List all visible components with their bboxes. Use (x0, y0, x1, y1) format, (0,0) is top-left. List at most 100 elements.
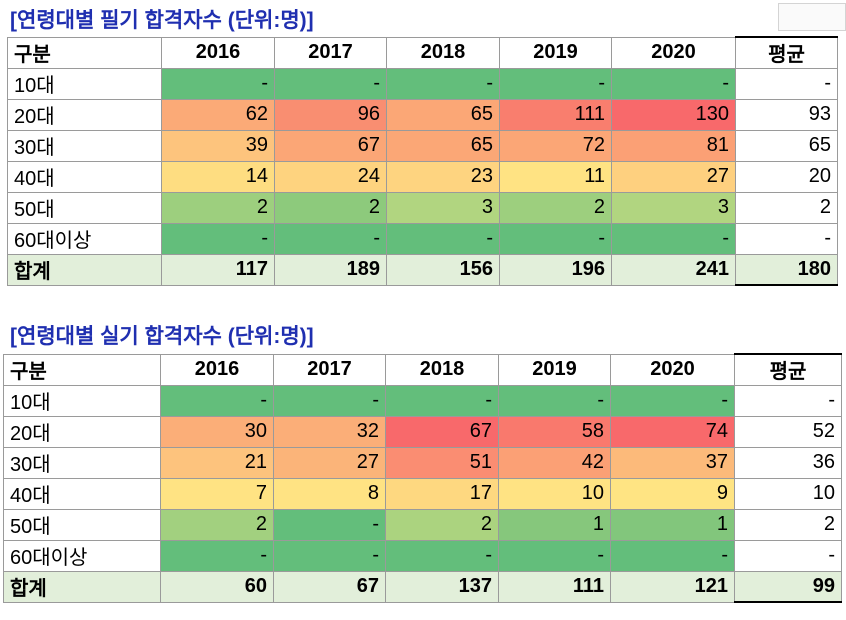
age-group-cell[interactable]: 20대 (3, 415, 161, 448)
header-category-cell[interactable]: 구분 (3, 353, 161, 386)
value-cell[interactable]: - (610, 539, 735, 572)
age-group-cell[interactable]: 10대 (3, 384, 161, 417)
header-year-cell[interactable]: 2019 (499, 36, 612, 69)
value-cell[interactable]: 42 (498, 446, 611, 479)
header-year-cell[interactable]: 2020 (611, 36, 736, 69)
header-year-cell[interactable]: 2019 (498, 353, 611, 386)
average-cell[interactable]: 2 (735, 191, 838, 224)
total-value-cell[interactable]: 121 (610, 570, 735, 603)
value-cell[interactable]: - (386, 67, 500, 100)
total-value-cell[interactable]: 189 (274, 253, 387, 286)
age-group-cell[interactable]: 60대이상 (3, 539, 161, 572)
total-value-cell[interactable]: 117 (161, 253, 275, 286)
value-cell[interactable]: 3 (611, 191, 736, 224)
header-year-cell[interactable]: 2020 (610, 353, 735, 386)
value-cell[interactable]: 51 (385, 446, 499, 479)
age-group-cell[interactable]: 50대 (7, 191, 162, 224)
value-cell[interactable]: 58 (498, 415, 611, 448)
age-group-cell[interactable]: 50대 (3, 508, 161, 541)
header-year-cell[interactable]: 2016 (160, 353, 274, 386)
header-year-cell[interactable]: 2018 (386, 36, 500, 69)
value-cell[interactable]: 17 (385, 477, 499, 510)
value-cell[interactable]: 2 (274, 191, 387, 224)
header-year-cell[interactable]: 2018 (385, 353, 499, 386)
value-cell[interactable]: 1 (498, 508, 611, 541)
average-cell[interactable]: - (735, 222, 838, 255)
age-group-cell[interactable]: 60대이상 (7, 222, 162, 255)
average-cell[interactable]: - (734, 384, 842, 417)
value-cell[interactable]: - (610, 384, 735, 417)
age-group-cell[interactable]: 20대 (7, 98, 162, 131)
average-cell[interactable]: 36 (734, 446, 842, 479)
header-average-cell[interactable]: 평균 (735, 36, 838, 69)
value-cell[interactable]: 62 (161, 98, 275, 131)
value-cell[interactable]: - (274, 67, 387, 100)
value-cell[interactable]: 67 (274, 129, 387, 162)
value-cell[interactable]: 11 (499, 160, 612, 193)
value-cell[interactable]: - (161, 67, 275, 100)
header-year-cell[interactable]: 2017 (273, 353, 386, 386)
value-cell[interactable]: 74 (610, 415, 735, 448)
value-cell[interactable]: - (385, 539, 499, 572)
value-cell[interactable]: 111 (499, 98, 612, 131)
value-cell[interactable]: - (273, 384, 386, 417)
total-average-cell[interactable]: 180 (735, 253, 838, 286)
value-cell[interactable]: 2 (161, 191, 275, 224)
age-group-cell[interactable]: 30대 (7, 129, 162, 162)
total-value-cell[interactable]: 156 (386, 253, 500, 286)
value-cell[interactable]: 39 (161, 129, 275, 162)
value-cell[interactable]: - (160, 384, 274, 417)
value-cell[interactable]: 3 (386, 191, 500, 224)
value-cell[interactable]: - (499, 222, 612, 255)
value-cell[interactable]: - (386, 222, 500, 255)
header-category-cell[interactable]: 구분 (7, 36, 162, 69)
value-cell[interactable]: 2 (160, 508, 274, 541)
value-cell[interactable]: 7 (160, 477, 274, 510)
age-group-cell[interactable]: 10대 (7, 67, 162, 100)
total-value-cell[interactable]: 60 (160, 570, 274, 603)
value-cell[interactable]: 8 (273, 477, 386, 510)
value-cell[interactable]: - (611, 222, 736, 255)
total-average-cell[interactable]: 99 (734, 570, 842, 603)
header-year-cell[interactable]: 2017 (274, 36, 387, 69)
total-value-cell[interactable]: 67 (273, 570, 386, 603)
header-year-cell[interactable]: 2016 (161, 36, 275, 69)
value-cell[interactable]: 72 (499, 129, 612, 162)
value-cell[interactable]: 27 (611, 160, 736, 193)
total-value-cell[interactable]: 111 (498, 570, 611, 603)
total-label-cell[interactable]: 합계 (7, 253, 162, 286)
total-value-cell[interactable]: 241 (611, 253, 736, 286)
average-cell[interactable]: 2 (734, 508, 842, 541)
value-cell[interactable]: 37 (610, 446, 735, 479)
value-cell[interactable]: 9 (610, 477, 735, 510)
value-cell[interactable]: 65 (386, 129, 500, 162)
value-cell[interactable]: 2 (499, 191, 612, 224)
value-cell[interactable]: 24 (274, 160, 387, 193)
value-cell[interactable]: 130 (611, 98, 736, 131)
value-cell[interactable]: - (160, 539, 274, 572)
value-cell[interactable]: - (499, 67, 612, 100)
value-cell[interactable]: - (385, 384, 499, 417)
value-cell[interactable]: - (498, 539, 611, 572)
total-value-cell[interactable]: 137 (385, 570, 499, 603)
average-cell[interactable]: 93 (735, 98, 838, 131)
value-cell[interactable]: 96 (274, 98, 387, 131)
average-cell[interactable]: 20 (735, 160, 838, 193)
age-group-cell[interactable]: 40대 (3, 477, 161, 510)
value-cell[interactable]: 81 (611, 129, 736, 162)
value-cell[interactable]: 14 (161, 160, 275, 193)
value-cell[interactable]: 21 (160, 446, 274, 479)
value-cell[interactable]: - (273, 539, 386, 572)
age-group-cell[interactable]: 30대 (3, 446, 161, 479)
average-cell[interactable]: - (735, 67, 838, 100)
value-cell[interactable]: 30 (160, 415, 274, 448)
value-cell[interactable]: 23 (386, 160, 500, 193)
average-cell[interactable]: 65 (735, 129, 838, 162)
value-cell[interactable]: - (498, 384, 611, 417)
value-cell[interactable]: - (273, 508, 386, 541)
value-cell[interactable]: 32 (273, 415, 386, 448)
value-cell[interactable]: 67 (385, 415, 499, 448)
value-cell[interactable]: 1 (610, 508, 735, 541)
value-cell[interactable]: - (274, 222, 387, 255)
total-label-cell[interactable]: 합계 (3, 570, 161, 603)
